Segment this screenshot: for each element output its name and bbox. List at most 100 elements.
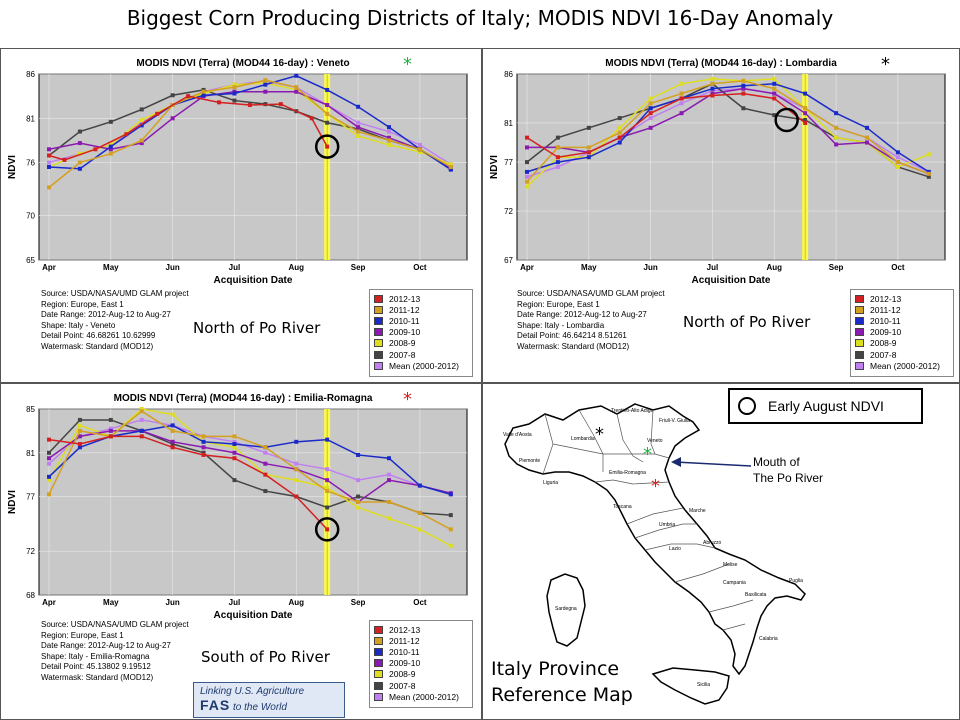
region-label: Friuli-V. Giulia	[659, 418, 690, 424]
meta-line: Date Range: 2012-Aug-12 to Aug-27	[41, 641, 171, 650]
legend-swatch	[855, 316, 864, 325]
series-line	[48, 74, 452, 171]
data-point	[170, 442, 175, 447]
legend-label: 2011-12	[870, 304, 901, 315]
legend-swatch	[374, 681, 383, 690]
y-axis-label: NDVI	[489, 155, 500, 179]
data-point	[679, 111, 684, 116]
data-point	[294, 439, 299, 444]
data-point	[139, 118, 144, 123]
data-point	[47, 474, 51, 479]
data-point	[263, 89, 268, 94]
data-point	[865, 135, 869, 140]
data-point	[679, 81, 684, 86]
data-point	[803, 120, 808, 125]
data-point	[525, 145, 529, 150]
data-point	[325, 437, 330, 442]
chart-legend: 2012-13 2011-12 2010-11 2009-10 2008-9 2007-8…	[369, 620, 473, 708]
data-point	[124, 132, 129, 137]
data-point	[47, 160, 51, 165]
chart-metadata: Source: USDA/NASA/UMD GLAM project Regio…	[41, 289, 189, 352]
data-point	[926, 171, 931, 176]
meta-line: Region: Europe, East 1	[41, 299, 124, 309]
italy-map: Trentino-Alto Adige Friuli-V. Giulia Val…	[503, 403, 806, 705]
data-point	[356, 104, 361, 109]
logo-text: to the World	[233, 702, 287, 713]
data-point	[294, 73, 299, 78]
data-point	[108, 147, 113, 152]
data-point	[325, 467, 330, 472]
legend-label: 2007-8	[870, 349, 897, 360]
legend-entry: Mean (2000-2012)	[374, 691, 468, 702]
star-marker-lombardia: *	[595, 424, 604, 445]
data-point	[710, 86, 715, 91]
data-point	[834, 142, 839, 147]
data-point	[77, 428, 82, 433]
map-title-line: Italy Province	[491, 658, 620, 680]
data-point	[772, 81, 777, 86]
legend-swatch	[855, 350, 864, 359]
legend-label: 2010-11	[389, 315, 420, 326]
data-point	[417, 483, 422, 488]
star-marker: *	[881, 54, 890, 75]
legend-entry: 2009-10	[374, 658, 468, 669]
data-point	[525, 160, 529, 165]
region-note: North of Po River	[193, 319, 321, 337]
data-point	[47, 153, 51, 158]
chart-title: MODIS NDVI (Terra) (MOD44 16-day) : Emil…	[114, 393, 373, 404]
region-note: South of Po River	[201, 648, 330, 666]
star-marker: *	[403, 54, 412, 75]
data-point	[356, 134, 361, 138]
y-axis-label: NDVI	[7, 155, 18, 179]
data-point	[77, 129, 82, 134]
x-tick-label: Apr	[520, 263, 534, 272]
data-point	[417, 510, 422, 515]
x-tick-label: Sep	[351, 598, 366, 607]
meta-line: Shape: Italy - Veneto	[41, 320, 116, 330]
data-point	[263, 445, 268, 450]
data-point	[525, 179, 529, 184]
chart-panel-emilia-romagna: MODIS NDVI (Terra) (MOD44 16-day) : Emil…	[0, 383, 482, 720]
data-point	[139, 138, 144, 143]
legend-entry: 2009-10	[374, 327, 468, 338]
region-label: Marche	[689, 508, 706, 514]
series-line	[48, 419, 451, 516]
y-tick-label: 77	[26, 493, 35, 502]
data-point	[648, 125, 653, 130]
data-point	[201, 439, 206, 444]
data-point	[356, 125, 361, 130]
data-point	[170, 428, 175, 433]
series-line	[526, 80, 930, 183]
data-point	[139, 417, 144, 422]
data-point	[170, 116, 175, 121]
y-tick-label: 67	[504, 256, 513, 265]
legend-entry: 2011-12	[855, 304, 949, 315]
series-line	[48, 419, 451, 494]
legend-entry: 2010-11	[374, 646, 468, 657]
data-point	[356, 478, 361, 483]
legend-swatch	[855, 328, 864, 337]
data-point	[387, 138, 391, 143]
sardinia-outline	[546, 573, 586, 647]
data-point	[387, 500, 391, 504]
data-point	[679, 101, 684, 106]
data-point	[77, 423, 82, 428]
chart-panel-lombardia: MODIS NDVI (Terra) (MOD44 16-day) : Lomb…	[482, 48, 960, 383]
data-point	[47, 185, 51, 190]
data-point	[448, 167, 453, 172]
legend-label: 2008-9	[870, 338, 897, 349]
data-point	[356, 452, 361, 457]
province-boundaries	[542, 409, 754, 631]
x-tick-label: Jun	[166, 263, 180, 272]
data-point	[387, 125, 391, 130]
data-point	[417, 142, 422, 147]
data-point	[325, 527, 330, 532]
fas-logo: Linking U.S. Agriculture FAS to the Worl…	[193, 682, 345, 718]
legend-swatch	[374, 316, 383, 325]
data-point	[617, 130, 622, 135]
data-point	[232, 82, 237, 87]
meta-line: Watermask: Standard (MOD12)	[41, 672, 154, 682]
legend-entry: Mean (2000-2012)	[374, 360, 468, 371]
meta-line: Detail Point: 45.13802 9.19512	[41, 662, 151, 671]
data-point	[325, 103, 330, 107]
